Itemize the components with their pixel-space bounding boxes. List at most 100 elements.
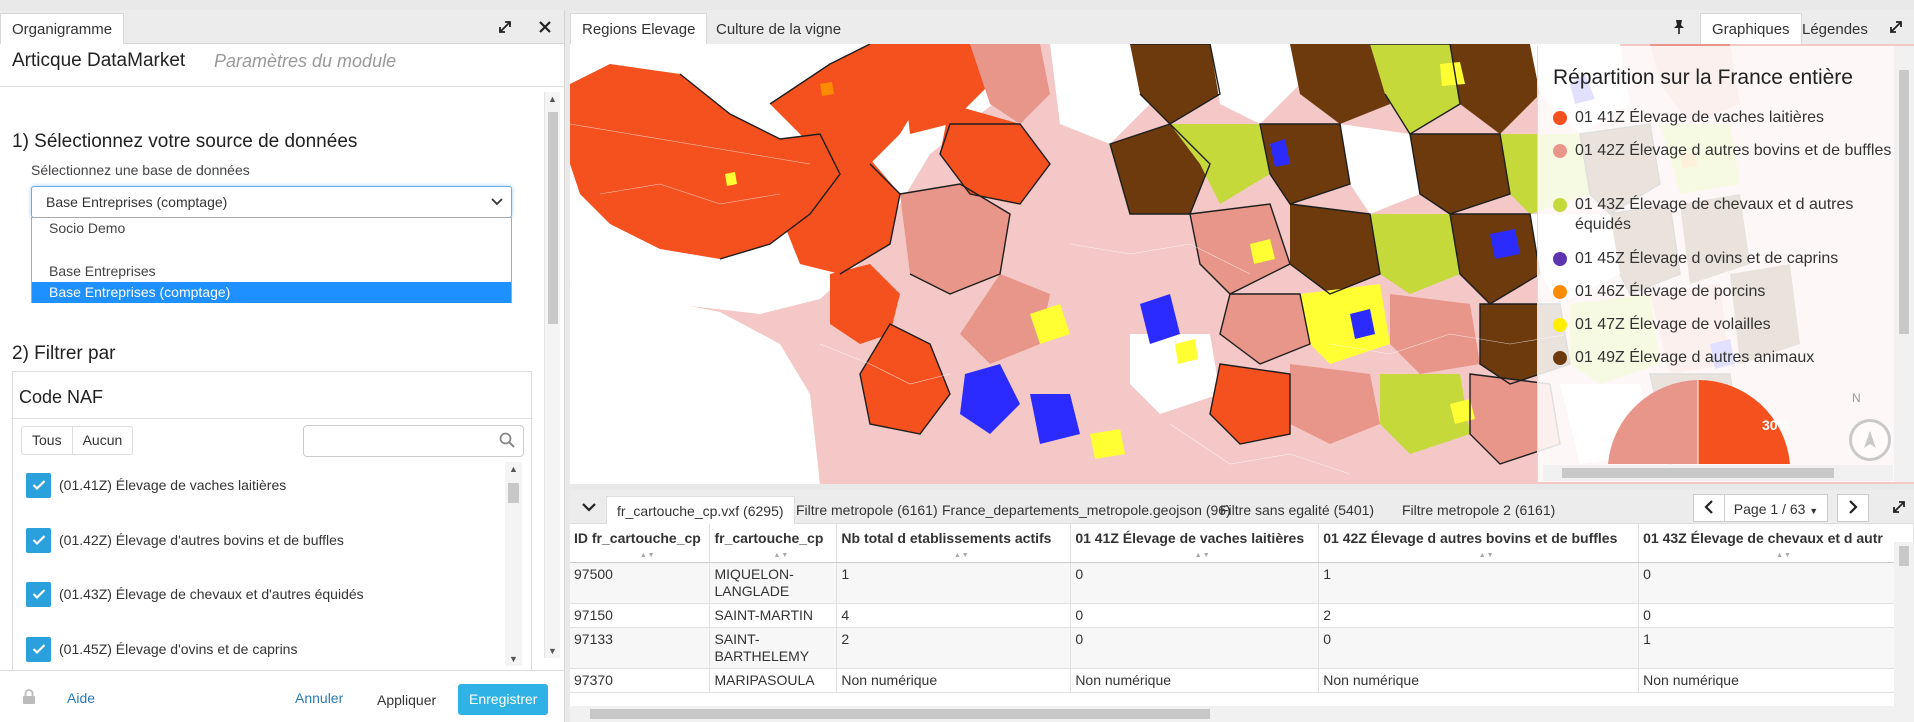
database-dropdown: Socio Demo Base Entreprises Base Entrepr… xyxy=(31,217,512,303)
database-select[interactable]: Base Entreprises (comptage) xyxy=(31,186,512,218)
sort-icon[interactable]: ▲▼ xyxy=(1194,551,1211,559)
chevron-down-icon xyxy=(491,187,503,228)
naf-item[interactable]: (01.43Z) Élevage de chevaux et d'autres … xyxy=(26,581,364,607)
sort-icon[interactable]: ▲▼ xyxy=(1478,551,1495,559)
legend-item: 01 41Z Élevage de vaches laitières xyxy=(1553,108,1893,128)
column-header[interactable]: 01 43Z Élevage de chevaux et d autr ▲▼ xyxy=(1638,524,1914,563)
table-cell: MIQUELON-LANGLADE xyxy=(709,562,838,604)
column-header-label: Nb total d etablissements actifs xyxy=(841,530,1052,546)
legend-item-label: 01 46Z Élevage de porcins xyxy=(1575,283,1766,300)
naf-item[interactable]: (01.41Z) Élevage de vaches laitières xyxy=(26,472,286,498)
dropdown-option-socio-demo[interactable]: Socio Demo xyxy=(49,220,126,236)
page-indicator: Page 1 / 63 xyxy=(1733,501,1806,517)
settings-scrollbar[interactable]: ▲ ▼ xyxy=(544,92,560,658)
naf-item-label: (01.41Z) Élevage de vaches laitières xyxy=(59,477,287,493)
checkbox-checked-icon[interactable] xyxy=(26,527,51,553)
column-header[interactable]: ID fr_cartouche_cp ▲▼ xyxy=(570,524,711,563)
pie-slice xyxy=(1608,380,1698,464)
scrollbar-thumb[interactable] xyxy=(548,112,558,324)
scrollbar-thumb[interactable] xyxy=(1899,546,1909,566)
expand-icon[interactable] xyxy=(1888,496,1910,518)
table-cell: 2 xyxy=(1318,603,1640,628)
chevron-down-icon[interactable] xyxy=(578,496,600,518)
table-cell: MARIPASOULA xyxy=(709,668,838,693)
tab-fr-cartouche-cp[interactable]: fr_cartouche_cp.vxf (6295) xyxy=(606,496,795,524)
naf-search-input[interactable] xyxy=(303,425,524,457)
checkbox-checked-icon[interactable] xyxy=(26,636,51,662)
map-vertical-scrollbar[interactable] xyxy=(1894,46,1914,482)
column-header[interactable]: Nb total d etablissements actifs ▲▼ xyxy=(836,524,1072,563)
cancel-link[interactable]: Annuler xyxy=(295,690,344,706)
sort-icon[interactable]: ▲▼ xyxy=(639,551,656,559)
naf-item[interactable]: (01.45Z) Élevage d'ovins et de caprins xyxy=(26,636,297,662)
naf-filter-title: Code NAF xyxy=(19,387,104,407)
database-label: Sélectionnez une base de données xyxy=(31,162,250,178)
tab-graphiques[interactable]: Graphiques xyxy=(1700,13,1802,44)
pie-slice-label: 30% xyxy=(1762,417,1791,433)
scroll-up-icon[interactable]: ▲ xyxy=(509,464,518,474)
lock-icon[interactable] xyxy=(22,689,36,710)
tab-legendes[interactable]: Légendes xyxy=(1802,21,1868,38)
legend-dot-icon xyxy=(1553,351,1567,365)
sort-icon[interactable]: ▲▼ xyxy=(953,551,970,559)
checkbox-checked-icon[interactable] xyxy=(26,581,51,607)
legend-item: 01 43Z Élevage de chevaux et d autres éq… xyxy=(1553,195,1893,235)
scrollbar-thumb[interactable] xyxy=(1562,468,1834,478)
apply-button[interactable]: Appliquer xyxy=(365,684,449,715)
expand-icon[interactable] xyxy=(494,16,516,38)
legend-horizontal-scrollbar[interactable] xyxy=(1543,465,1893,481)
checkbox-checked-icon[interactable] xyxy=(26,472,51,498)
table-vertical-scrollbar[interactable] xyxy=(1894,542,1914,706)
legend-item-label: 01 43Z Élevage de chevaux et d autres éq… xyxy=(1575,196,1854,233)
table-cell: Non numérique xyxy=(836,668,1072,693)
dropdown-option-base-entreprises[interactable]: Base Entreprises xyxy=(49,263,156,279)
page-selector[interactable]: Page 1 / 63 ▼ xyxy=(1724,494,1828,522)
select-all-button[interactable]: Tous xyxy=(32,432,62,448)
tab-france-departements[interactable]: France_departements_metropole.geojson (9… xyxy=(942,502,1231,518)
table-row[interactable]: 97500 MIQUELON-LANGLADE 1 0 1 0 xyxy=(570,562,1914,604)
tab-filtre-metropole[interactable]: Filtre metropole (6161) xyxy=(796,502,938,518)
tab-organigramme[interactable]: Organigramme xyxy=(0,13,125,44)
previous-page-button[interactable] xyxy=(1693,494,1725,522)
table-cell: Non numérique xyxy=(1070,668,1320,693)
divider xyxy=(0,86,565,87)
select-none-button[interactable]: Aucun xyxy=(71,427,133,454)
scrollbar-thumb[interactable] xyxy=(590,709,1210,719)
tab-filtre-metropole-2[interactable]: Filtre metropole 2 (6161) xyxy=(1402,502,1556,518)
scroll-down-icon[interactable]: ▼ xyxy=(509,654,518,664)
table-row[interactable]: 97133 SAINT-BARTHELEMY 2 0 0 1 xyxy=(570,627,1914,669)
save-button[interactable]: Enregistrer xyxy=(458,684,549,715)
scroll-down-icon[interactable]: ▼ xyxy=(548,646,557,656)
column-header[interactable]: fr_cartouche_cp ▲▼ xyxy=(709,524,838,563)
next-page-button[interactable] xyxy=(1837,494,1869,522)
scroll-up-icon[interactable]: ▲ xyxy=(548,94,557,104)
pin-icon[interactable] xyxy=(1668,16,1690,38)
table-cell: 4 xyxy=(836,603,1072,628)
map-legend-panel: Répartition sur la France entière 01 41Z… xyxy=(1537,46,1895,482)
tab-filtre-sans-egalite[interactable]: Filtre sans egalité (5401) xyxy=(1220,502,1375,518)
naf-item[interactable]: (01.42Z) Élevage d'autres bovins et de b… xyxy=(26,527,344,553)
table-horizontal-scrollbar[interactable] xyxy=(570,706,1914,722)
compass-icon[interactable] xyxy=(1849,419,1891,461)
divider xyxy=(12,418,532,419)
tab-regions-elevage[interactable]: Regions Elevage xyxy=(570,13,708,44)
close-icon[interactable] xyxy=(534,16,556,38)
scrollbar-thumb[interactable] xyxy=(1899,70,1909,334)
column-header-label: ID fr_cartouche_cp xyxy=(574,530,701,546)
naf-list-scrollbar[interactable]: ▲ ▼ xyxy=(505,462,522,666)
tab-culture-vigne[interactable]: Culture de la vigne xyxy=(716,21,842,38)
naf-item-label: (01.42Z) Élevage d'autres bovins et de b… xyxy=(59,532,344,548)
expand-icon[interactable] xyxy=(1885,16,1907,38)
dropdown-option-base-entreprises-comptage[interactable]: Base Entreprises (comptage) xyxy=(32,282,511,303)
legend-item-label: 01 41Z Élevage de vaches laitières xyxy=(1575,109,1825,126)
column-header[interactable]: 01 42Z Élevage d autres bovins et de buf… xyxy=(1318,524,1640,563)
sort-icon[interactable]: ▲▼ xyxy=(773,551,790,559)
scrollbar-thumb[interactable] xyxy=(508,483,519,503)
table-row[interactable]: 97150 SAINT-MARTIN 4 0 2 0 xyxy=(570,603,1914,628)
table-row[interactable]: 97370 MARIPASOULA Non numérique Non numé… xyxy=(570,668,1914,693)
help-link[interactable]: Aide xyxy=(67,690,96,706)
table-cell: Non numérique xyxy=(1318,668,1640,693)
sort-icon[interactable]: ▲▼ xyxy=(1776,551,1792,559)
column-header[interactable]: 01 41Z Élevage de vaches laitières ▲▼ xyxy=(1070,524,1320,563)
legend-item-label: 01 49Z Élevage d autres animaux xyxy=(1575,349,1815,366)
